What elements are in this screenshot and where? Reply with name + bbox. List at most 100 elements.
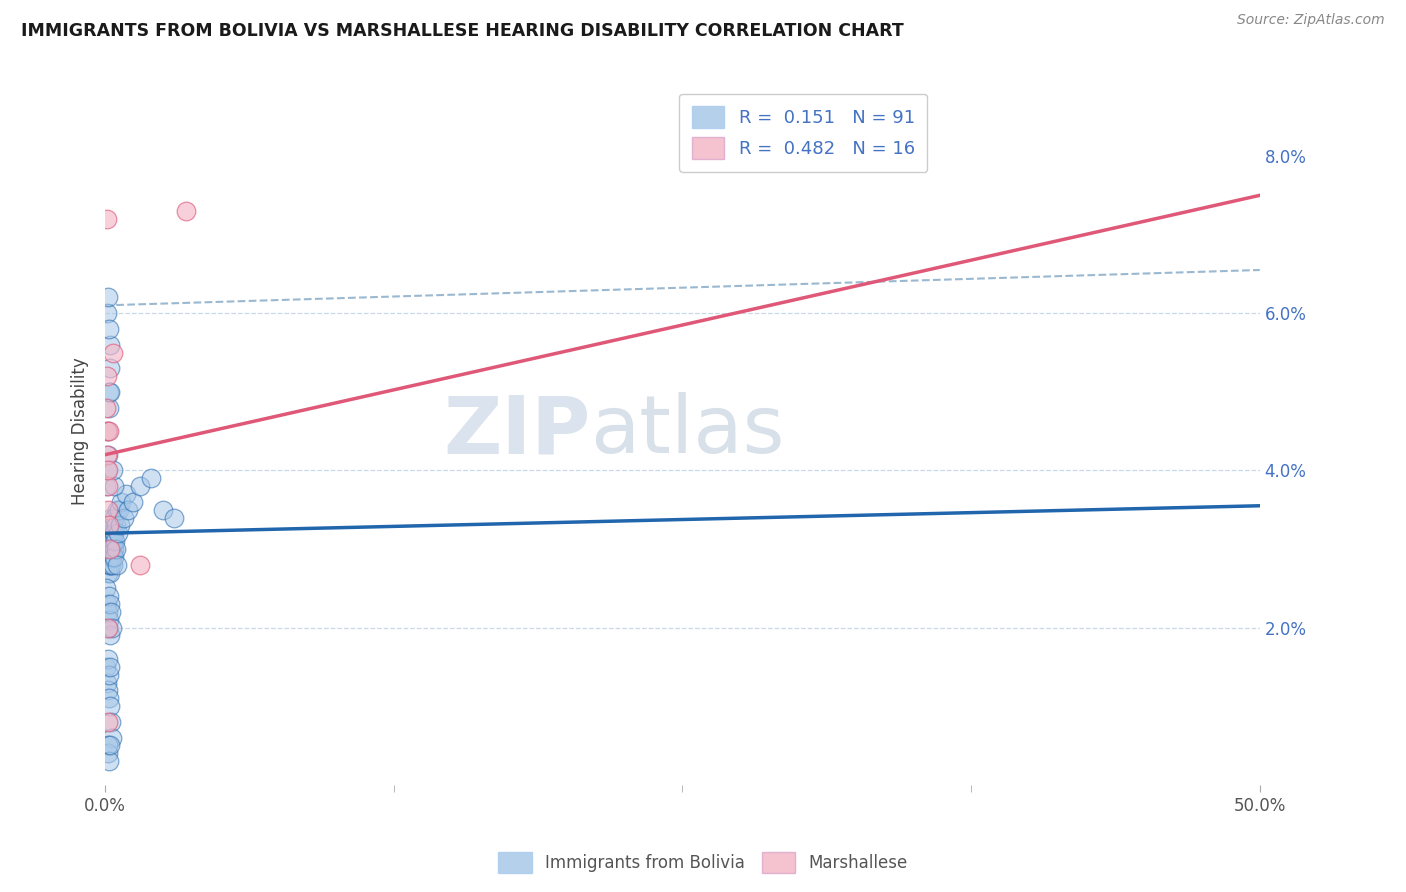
Point [97, 401, 120, 415]
Point [105, 558, 128, 572]
Point [110, 518, 132, 533]
Point [96, 534, 118, 549]
Point [98, 534, 121, 549]
Point [97, 534, 120, 549]
Point [98, 526, 121, 541]
Point [108, 502, 131, 516]
Point [96, 660, 118, 674]
Point [97, 541, 120, 556]
Point [163, 510, 186, 524]
Point [103, 345, 125, 359]
Point [128, 558, 150, 572]
Point [96, 714, 118, 729]
Point [96, 479, 118, 493]
Point [97, 526, 120, 541]
Point [152, 502, 174, 516]
Point [122, 495, 145, 509]
Point [96, 605, 118, 619]
Point [110, 495, 132, 509]
Point [98, 541, 121, 556]
Point [97, 541, 120, 556]
Point [97, 754, 120, 768]
Point [103, 463, 125, 477]
Point [98, 384, 121, 399]
Text: ZIP: ZIP [443, 392, 591, 470]
Point [97, 621, 120, 635]
Point [103, 526, 125, 541]
Point [97, 424, 120, 438]
Text: atlas: atlas [591, 392, 785, 470]
Point [96, 747, 118, 761]
Point [97, 322, 120, 336]
Point [96, 424, 118, 438]
Text: Source: ZipAtlas.com: Source: ZipAtlas.com [1237, 13, 1385, 28]
Point [97, 589, 120, 603]
Point [100, 558, 122, 572]
Point [115, 487, 138, 501]
Point [97, 558, 120, 572]
Point [117, 502, 139, 516]
Point [98, 558, 121, 572]
Point [98, 699, 121, 714]
Point [100, 549, 122, 564]
Point [100, 731, 122, 745]
Point [96, 401, 118, 415]
Point [100, 526, 122, 541]
Point [96, 463, 118, 477]
Point [128, 479, 150, 493]
Point [96, 479, 118, 493]
Point [98, 424, 121, 438]
Point [98, 628, 121, 642]
Point [105, 518, 128, 533]
Point [100, 605, 122, 619]
Point [103, 518, 125, 533]
Y-axis label: Hearing Disability: Hearing Disability [72, 357, 89, 505]
Point [96, 291, 118, 305]
Point [96, 558, 118, 572]
Point [96, 582, 118, 596]
Point [96, 549, 118, 564]
Point [103, 541, 125, 556]
Point [98, 613, 121, 627]
Point [107, 526, 129, 541]
Point [97, 518, 120, 533]
Point [104, 534, 127, 549]
Point [98, 691, 121, 706]
Point [96, 448, 118, 462]
Point [97, 518, 120, 533]
Point [98, 518, 121, 533]
Legend: Immigrants from Bolivia, Marshallese: Immigrants from Bolivia, Marshallese [492, 846, 914, 880]
Point [98, 549, 121, 564]
Point [98, 566, 121, 580]
Point [96, 621, 118, 635]
Point [96, 463, 118, 477]
Point [96, 675, 118, 690]
Point [96, 534, 118, 549]
Point [98, 739, 121, 753]
Point [96, 526, 118, 541]
Point [100, 510, 122, 524]
Point [103, 549, 125, 564]
Point [98, 597, 121, 611]
Point [141, 471, 163, 485]
Point [98, 534, 121, 549]
Point [100, 534, 122, 549]
Point [103, 479, 125, 493]
Point [98, 541, 121, 556]
Legend: R =  0.151   N = 91, R =  0.482   N = 16: R = 0.151 N = 91, R = 0.482 N = 16 [679, 94, 928, 172]
Point [98, 384, 121, 399]
Point [96, 652, 118, 666]
Point [101, 549, 124, 564]
Point [96, 541, 118, 556]
Point [174, 204, 197, 219]
Point [96, 448, 118, 462]
Point [112, 510, 135, 524]
Point [100, 541, 122, 556]
Point [97, 502, 120, 516]
Point [96, 518, 118, 533]
Point [96, 306, 118, 320]
Point [105, 502, 128, 516]
Point [100, 541, 122, 556]
Point [104, 541, 127, 556]
Point [101, 526, 124, 541]
